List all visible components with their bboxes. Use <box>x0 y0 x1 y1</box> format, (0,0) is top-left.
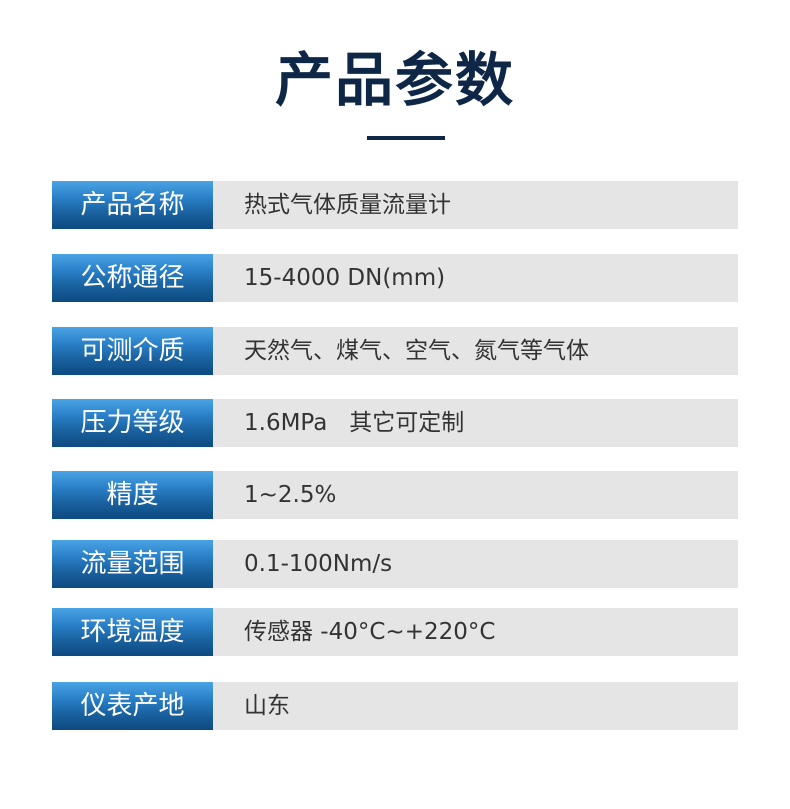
param-value: 热式气体质量流量计 <box>213 181 738 229</box>
param-label: 流量范围 <box>52 540 213 588</box>
param-value: 传感器 -40°C~+220°C <box>213 608 738 656</box>
param-row: 精度 1~2.5% <box>52 471 738 519</box>
param-label: 压力等级 <box>52 399 213 447</box>
param-row: 公称通径 15-4000 DN(mm) <box>52 254 738 302</box>
title-underline <box>367 136 445 140</box>
param-label: 产品名称 <box>52 181 213 229</box>
param-value: 1.6MPa 其它可定制 <box>213 399 738 447</box>
param-label: 环境温度 <box>52 608 213 656</box>
param-value: 1~2.5% <box>213 471 738 519</box>
param-row: 环境温度 传感器 -40°C~+220°C <box>52 608 738 656</box>
param-value: 0.1-100Nm/s <box>213 540 738 588</box>
param-label: 精度 <box>52 471 213 519</box>
page-title: 产品参数 <box>274 46 515 114</box>
param-value: 15-4000 DN(mm) <box>213 254 738 302</box>
param-label: 可测介质 <box>52 327 213 375</box>
param-label: 仪表产地 <box>52 682 213 730</box>
param-row: 仪表产地 山东 <box>52 682 738 730</box>
param-label: 公称通径 <box>52 254 213 302</box>
param-row: 可测介质 天然气、煤气、空气、氮气等气体 <box>52 327 738 375</box>
param-value: 山东 <box>213 682 738 730</box>
param-value: 天然气、煤气、空气、氮气等气体 <box>213 327 738 375</box>
param-row: 流量范围 0.1-100Nm/s <box>52 540 738 588</box>
param-row: 压力等级 1.6MPa 其它可定制 <box>52 399 738 447</box>
param-row: 产品名称 热式气体质量流量计 <box>52 181 738 229</box>
